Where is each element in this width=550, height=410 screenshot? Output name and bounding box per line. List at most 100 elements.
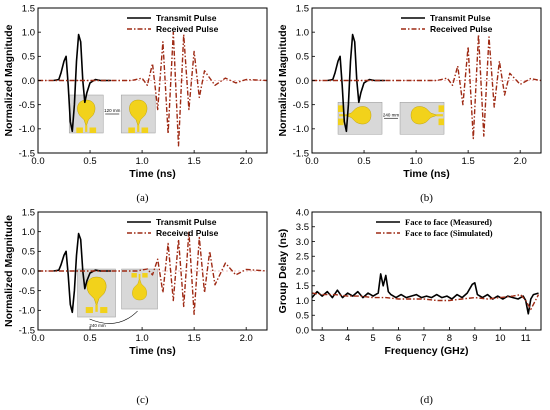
- antenna-shape: [128, 99, 149, 133]
- y-tick-label: 1.0: [296, 27, 309, 38]
- x-tick-label: 1.0: [135, 156, 148, 167]
- legend-entry: Received Pulse: [156, 24, 219, 34]
- y-tick-label: 3.5: [296, 222, 309, 233]
- antenna-shape: [410, 105, 445, 126]
- antenna-ground: [100, 307, 108, 314]
- x-tick-label: 0.5: [83, 333, 96, 344]
- x-tick-label: 8: [447, 333, 452, 344]
- y-tick-label: 1.5: [296, 281, 309, 292]
- antenna-ground: [131, 273, 137, 278]
- antenna-feed: [436, 114, 443, 117]
- antenna-ground: [438, 105, 445, 112]
- series-line-secondary: [311, 292, 540, 311]
- antenna-feed: [137, 125, 140, 132]
- antenna-shape: [131, 273, 148, 301]
- y-tick-label: 1.5: [22, 207, 35, 218]
- y-tick-label: -1.0: [19, 124, 35, 135]
- y-tick-label: 0.0: [22, 76, 35, 87]
- x-tick-label: 6: [396, 333, 401, 344]
- x-axis-label: Frequency (GHz): [384, 345, 468, 357]
- y-tick-label: 2.5: [296, 252, 309, 263]
- series-line-secondary: [312, 33, 542, 140]
- x-tick-label: 2.0: [514, 156, 527, 167]
- legend-entry: Face to face (Simulated): [405, 228, 493, 238]
- panel-caption: (d): [420, 394, 433, 406]
- antenna-ground: [142, 273, 148, 278]
- y-tick-label: -1.0: [293, 124, 309, 135]
- inset-distance-label: 120 mm: [104, 108, 121, 113]
- antenna-feed: [138, 273, 141, 280]
- x-tick-label: 1.5: [188, 156, 201, 167]
- y-axis-label: Normalized Magnitude: [3, 215, 15, 327]
- y-tick-label: 4.0: [296, 207, 309, 218]
- y-tick-label: 0.5: [22, 52, 35, 63]
- x-tick-label: 10: [495, 333, 506, 344]
- y-axis-label: Normalized Magnitude: [3, 24, 15, 136]
- x-tick-label: 9: [472, 333, 477, 344]
- panel-caption: (b): [420, 192, 433, 204]
- antenna-shape: [76, 99, 97, 133]
- y-tick-label: -0.5: [19, 286, 35, 297]
- y-tick-label: 0.0: [296, 325, 309, 336]
- x-tick-label: 1.5: [462, 156, 475, 167]
- y-tick-label: 0.5: [296, 311, 309, 322]
- antenna-feed: [85, 125, 88, 132]
- x-axis-label: Time (ns): [129, 168, 175, 180]
- y-tick-label: -1.5: [293, 148, 309, 159]
- chart-panel-c: 240 mm 0.0 0.5 1.0 1.5 2.0 -1.5 -1.0 -0.5 0.0 0.5 1…: [3, 207, 268, 406]
- x-axis-label: Time (ns): [403, 168, 449, 180]
- y-tick-label: -1.5: [19, 325, 35, 336]
- inset-distance-label: 240 mm: [89, 323, 106, 328]
- series-line-primary: [53, 33, 111, 133]
- x-tick-label: 0.0: [31, 333, 44, 344]
- x-tick-label: 2.0: [240, 333, 253, 344]
- series-line-primary: [53, 232, 111, 314]
- panel-caption: (a): [136, 192, 149, 204]
- series-line-primary: [327, 33, 385, 133]
- antenna-ground: [89, 127, 97, 133]
- x-tick-label: 1.5: [188, 333, 201, 344]
- antenna-feed: [95, 304, 98, 312]
- antenna-shape: [338, 105, 372, 126]
- x-tick-label: 3: [320, 333, 325, 344]
- x-axis-label: Time (ns): [129, 345, 175, 357]
- chart-panel-d: 3 4 5 6 7 8 9 10 11 0.0 0.5 1.0 1.5 2.0 2.5 3.0 3.5 4.0 Fr…: [277, 207, 542, 406]
- antenna-ground: [338, 105, 344, 112]
- y-tick-label: -0.5: [19, 100, 35, 111]
- series-line-secondary: [38, 230, 268, 315]
- y-tick-label: 1.0: [296, 296, 309, 307]
- series-line-secondary: [38, 31, 268, 147]
- x-tick-label: 0.5: [83, 156, 96, 167]
- antenna-ground: [85, 307, 93, 314]
- antenna-shape: [85, 276, 108, 314]
- y-tick-label: 1.5: [22, 3, 35, 14]
- x-tick-label: 2.0: [240, 156, 253, 167]
- y-tick-label: 0.0: [296, 76, 309, 87]
- y-tick-label: 1.5: [296, 3, 309, 14]
- y-tick-label: -1.5: [19, 148, 35, 159]
- x-tick-label: 0.5: [357, 156, 370, 167]
- chart-panel-a: 120 mm 0.0 0.5 1.0 1.5 2.0 -1.5 -1.0 -0.5 0.0 0.5 1…: [3, 3, 268, 204]
- x-tick-label: 4: [345, 333, 350, 344]
- antenna-ground: [338, 118, 344, 126]
- x-tick-label: 1.0: [409, 156, 422, 167]
- antenna-ground: [76, 127, 83, 133]
- chart-panel-b: 240 mm 0.0 0.5 1.0 1.5 2.0 -1.5 -1.0 -0.5 0.0 0.5 1…: [277, 3, 542, 204]
- antenna-ground: [128, 127, 135, 133]
- y-tick-label: 2.0: [296, 266, 309, 277]
- inset-distance-label: 240 mm: [383, 112, 400, 117]
- legend-entry: Face to face (Measured): [405, 217, 492, 227]
- legend-entry: Transmit Pulse: [156, 217, 217, 227]
- legend-entry: Received Pulse: [430, 24, 493, 34]
- x-tick-label: 11: [521, 333, 531, 344]
- y-axis-label: Normalized Magnitude: [277, 24, 289, 136]
- y-tick-label: 0.5: [22, 247, 35, 258]
- x-tick-label: 5: [370, 333, 375, 344]
- panel-caption: (c): [136, 394, 149, 406]
- antenna-ground: [141, 127, 149, 133]
- legend-entry: Transmit Pulse: [156, 13, 217, 23]
